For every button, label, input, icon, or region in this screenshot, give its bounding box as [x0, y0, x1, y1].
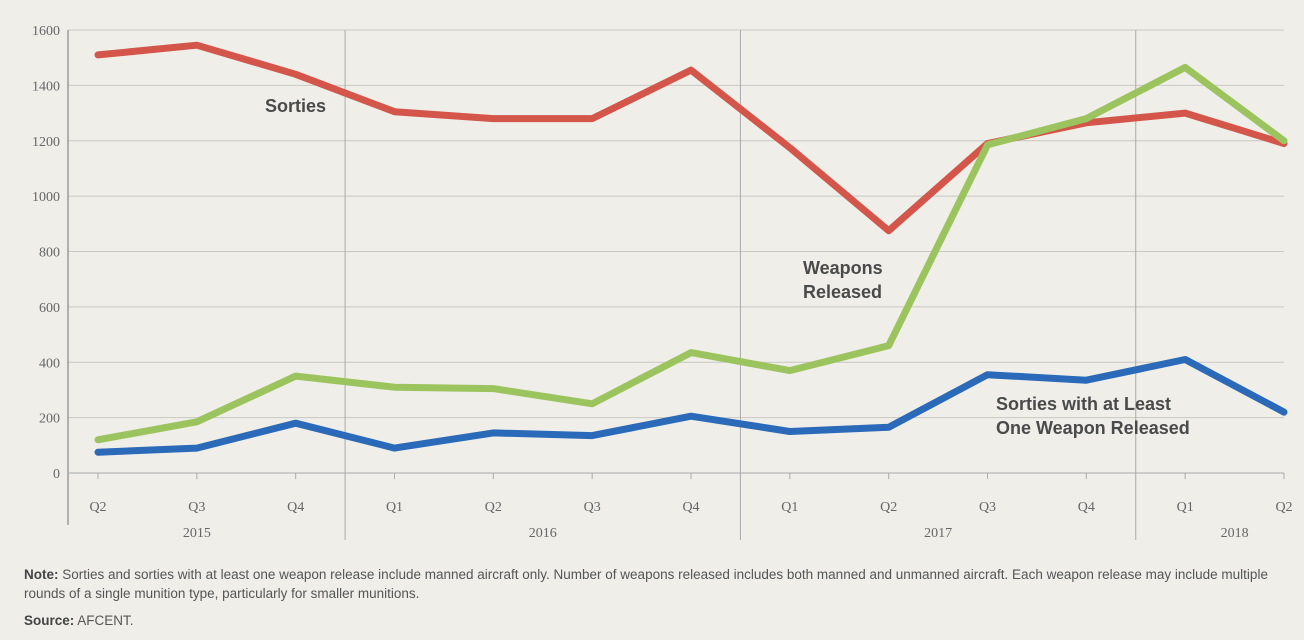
- chart: 0 200 400 600 800 1000 1200 1400 1600 Q2 Q3 Q4 Q1 Q2…: [0, 0, 1304, 555]
- x-tick-label: Q2: [485, 500, 502, 515]
- note: Note: Sorties and sorties with at least …: [24, 565, 1274, 603]
- x-tick-label: Q3: [188, 500, 205, 515]
- x-tick-label: Q4: [287, 500, 304, 515]
- series-line: [94, 356, 1288, 456]
- series-line: [94, 41, 1288, 235]
- y-tick-label: 0: [53, 467, 60, 482]
- note-text: Sorties and sorties with at least one we…: [24, 567, 1268, 601]
- source-text: AFCENT.: [74, 613, 134, 628]
- series-lines: [94, 41, 1288, 456]
- year-label: 2015: [183, 526, 211, 541]
- y-tick-label: 600: [39, 301, 60, 316]
- x-tick-label: Q1: [386, 500, 403, 515]
- footnotes: Note: Sorties and sorties with at least …: [24, 565, 1274, 630]
- year-label: 2016: [529, 526, 557, 541]
- x-tick-label: Q4: [682, 500, 699, 515]
- series-line: [94, 63, 1288, 444]
- series-labels: Sorties Weapons Released Sorties with at Le…: [265, 96, 1190, 438]
- y-tick-label: 400: [39, 356, 60, 371]
- x-tick-label: Q2: [1275, 500, 1292, 515]
- label-sorties-with-weapon: Sorties with at Least: [996, 394, 1171, 414]
- label-weapons-released: Released: [803, 282, 882, 302]
- source-label: Source:: [24, 613, 75, 628]
- label-weapons-released: Weapons: [803, 258, 883, 278]
- y-tick-label: 1600: [32, 24, 60, 39]
- note-label: Note:: [24, 567, 59, 582]
- label-sorties-with-weapon: One Weapon Released: [996, 418, 1190, 438]
- y-axis-ticks: 0 200 400 600 800 1000 1200 1400 1600: [32, 24, 60, 482]
- x-axis-ticks: Q2 Q3 Q4 Q1 Q2 Q3 Q4 Q1 Q2 Q3 Q4 Q1 Q2: [89, 473, 1293, 515]
- x-tick-label: Q3: [584, 500, 601, 515]
- source: Source: AFCENT.: [24, 611, 1274, 630]
- x-tick-label: Q1: [781, 500, 798, 515]
- x-tick-label: Q2: [89, 500, 106, 515]
- y-tick-label: 800: [39, 246, 60, 261]
- plot-background: [0, 0, 1304, 555]
- x-tick-label: Q3: [979, 500, 996, 515]
- y-tick-label: 200: [39, 412, 60, 427]
- y-tick-label: 1000: [32, 190, 60, 205]
- grid: [67, 29, 1284, 525]
- year-label: 2018: [1221, 526, 1249, 541]
- year-label: 2017: [924, 526, 952, 541]
- y-tick-label: 1400: [32, 79, 60, 94]
- year-labels: 2015 2016 2017 2018: [183, 526, 1249, 541]
- x-tick-label: Q1: [1177, 500, 1194, 515]
- label-sorties: Sorties: [265, 96, 326, 116]
- x-tick-label: Q2: [880, 500, 897, 515]
- y-tick-label: 1200: [32, 135, 60, 150]
- x-tick-label: Q4: [1078, 500, 1095, 515]
